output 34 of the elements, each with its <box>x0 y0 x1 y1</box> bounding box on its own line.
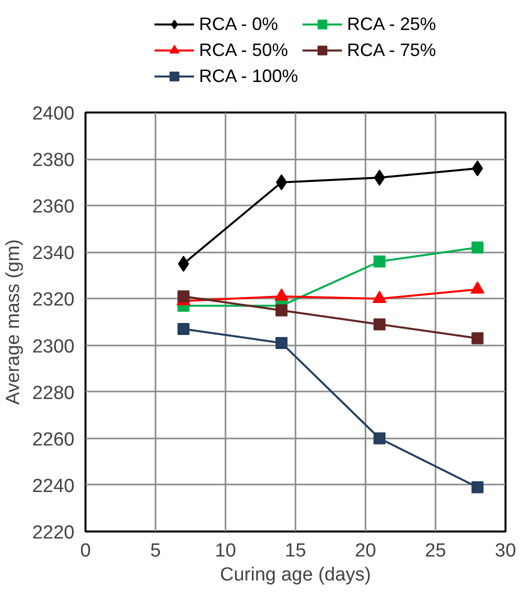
x-tick-label: 25 <box>424 540 446 562</box>
x-tick-label: 30 <box>494 540 516 562</box>
x-tick-label: 15 <box>284 540 306 562</box>
y-tick-label: 2240 <box>32 476 75 497</box>
legend-label: RCA - 100% <box>198 65 298 87</box>
point <box>374 318 386 330</box>
x-tick-label: 20 <box>354 540 376 562</box>
point <box>178 322 190 335</box>
y-tick-label: 2260 <box>32 429 75 450</box>
x-tick-label: 0 <box>80 540 91 562</box>
legend-label: RCA - 25% <box>347 13 436 35</box>
y-tick-label: 2380 <box>32 150 75 172</box>
legend-label: RCA - 50% <box>198 39 288 61</box>
y-tick-label: 2300 <box>32 336 75 358</box>
y-tick-label: 2400 <box>32 104 75 124</box>
legend-label: RCA - 75% <box>347 39 436 61</box>
point <box>276 336 288 349</box>
point <box>472 481 484 494</box>
x-axis-title: Curing age (days) <box>220 564 372 586</box>
x-tick-label: 10 <box>214 540 236 562</box>
y-axis-title: Average mass (gm) <box>3 239 24 405</box>
y-tick-label: 2320 <box>32 290 75 311</box>
point <box>374 432 386 444</box>
point <box>472 242 484 254</box>
y-tick-label: 2360 <box>32 196 75 218</box>
point <box>472 332 484 344</box>
y-tick-label: 2220 <box>32 522 75 544</box>
x-tick-label: 5 <box>150 540 161 562</box>
point <box>178 290 190 302</box>
y-tick-label: 2340 <box>32 243 75 264</box>
point <box>374 255 386 268</box>
y-tick-label: 2280 <box>32 382 75 404</box>
legend-label: RCA - 0% <box>198 13 278 35</box>
point <box>276 304 288 316</box>
